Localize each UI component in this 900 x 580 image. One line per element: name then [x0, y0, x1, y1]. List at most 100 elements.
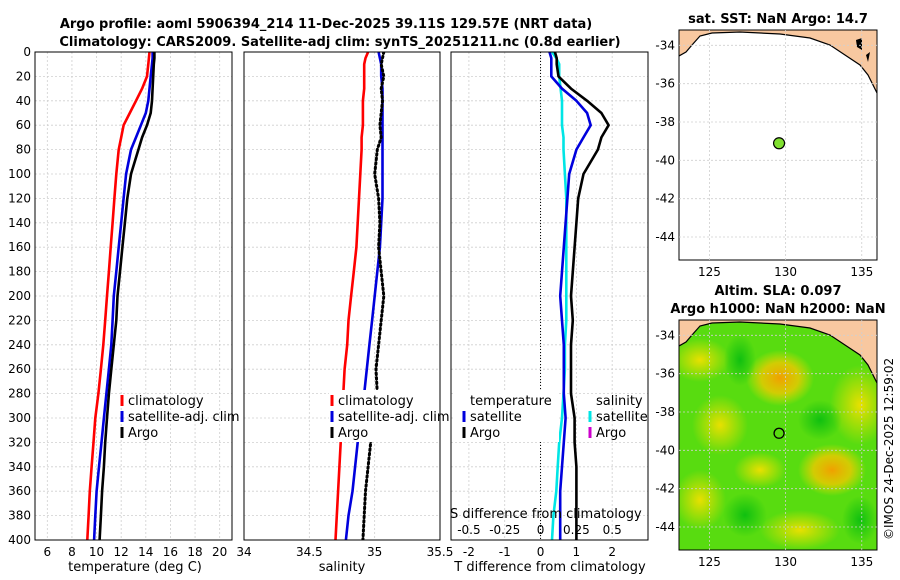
- x-tick-label: 0: [537, 545, 545, 559]
- temperature-climatology-line: [86, 52, 151, 540]
- y-tick-label: 60: [16, 118, 31, 132]
- sla-blob: [679, 470, 726, 530]
- x-tick-label: 8: [68, 545, 76, 559]
- sst-map-frame: [678, 29, 878, 261]
- x-tick-label: 20: [212, 545, 227, 559]
- y-tick-label: 140: [8, 216, 31, 230]
- temperature-argo-line: [98, 52, 156, 540]
- y-tick-label: 0: [23, 45, 31, 59]
- y-tick-label: 260: [8, 362, 31, 376]
- s-tick-label: 0: [537, 523, 545, 537]
- altim-map-axes: 125 130 135 -34 -36 -38 -40 -42 -44: [655, 320, 877, 569]
- x-tick-label: -1: [499, 545, 511, 559]
- difference-panel: -2 -1 0 1 2 -0.5 -0.25 0 0.25 0.5: [451, 51, 648, 559]
- difference-axes-frame: [450, 51, 649, 541]
- map-x-tick-label: 130: [774, 265, 797, 279]
- x-tick-label: 35: [367, 545, 382, 559]
- sla-blob: [746, 350, 814, 406]
- map-y-tick-label: -44: [655, 230, 675, 244]
- altim-map-title-line1: Altim. SLA: 0.097: [715, 284, 842, 299]
- legend-satellite-label: satellite-adj. clim: [338, 410, 450, 425]
- salinity-panel: 34 34.5 35 35.5: [236, 51, 454, 559]
- salinity-axes-frame: [243, 51, 441, 541]
- x-tick-label: 12: [114, 545, 129, 559]
- x-tick-label: 6: [43, 545, 51, 559]
- s-tick-label: 0.5: [603, 523, 622, 537]
- s-tick-label: 0.25: [563, 523, 590, 537]
- s-tick-label: -0.5: [457, 523, 480, 537]
- x-tick-label: 18: [187, 545, 202, 559]
- y-tick-label: 200: [8, 289, 31, 303]
- sla-blob: [830, 365, 877, 445]
- altimetry-map: [679, 320, 877, 550]
- map-y-tick-label: -42: [655, 482, 675, 496]
- temperature-satellite-line: [92, 52, 154, 540]
- x-tick-label: 14: [138, 545, 153, 559]
- altim-map-title-line2: Argo h1000: NaN h2000: NaN: [670, 302, 885, 317]
- y-tick-label: 20: [16, 69, 31, 83]
- difference-legend: temperature satellite Argo salinity sate…: [455, 390, 648, 442]
- legend-climatology-label: climatology: [338, 394, 414, 409]
- temperature-axes-frame: [34, 51, 233, 541]
- map-x-tick-label: 125: [698, 265, 721, 279]
- coast-islands: [856, 38, 870, 62]
- s-tick-label: -0.25: [489, 523, 520, 537]
- sla-blob: [724, 334, 756, 386]
- y-tick-label: 160: [8, 240, 31, 254]
- map-x-tick-label: 130: [774, 555, 797, 569]
- y-tick-label: 340: [8, 460, 31, 474]
- sla-blob: [734, 452, 786, 488]
- legend-t-satellite-label: satellite: [470, 410, 522, 425]
- map-x-tick-label: 125: [698, 555, 721, 569]
- land-australia: [679, 320, 877, 383]
- sst-map-axes: 125 130 135 -34 -36 -38 -40 -42 -44: [655, 30, 877, 279]
- y-tick-label: 80: [16, 143, 31, 157]
- temperature-xlabel: temperature (deg C): [68, 560, 202, 575]
- map-y-tick-label: -34: [655, 38, 675, 52]
- sla-blob: [760, 510, 840, 550]
- x-tick-label: 34: [236, 545, 251, 559]
- x-tick-label: 10: [89, 545, 104, 559]
- sla-blob: [842, 496, 877, 544]
- legend-s-argo-label: Argo: [596, 426, 626, 441]
- y-tick-label: 320: [8, 435, 31, 449]
- temperature-difference-argo-line: [553, 52, 610, 540]
- x-tick-label: 35.5: [427, 545, 454, 559]
- legend-temperature-label: temperature: [470, 394, 552, 409]
- figure-title-line2: Climatology: CARS2009. Satellite-adj cli…: [59, 35, 620, 50]
- map-x-tick-label: 135: [850, 555, 873, 569]
- sla-blob: [798, 444, 866, 496]
- altim-map-frame: [678, 319, 878, 551]
- legend-t-argo-label: Argo: [470, 426, 500, 441]
- salinity-legend: climatology satellite-adj. clim Argo: [329, 390, 450, 442]
- salinity-difference-satellite-line: [550, 52, 568, 540]
- legend-salinity-label: salinity: [596, 394, 643, 409]
- legend-argo-label: Argo: [128, 426, 158, 441]
- x-tick-label: -2: [463, 545, 475, 559]
- map-y-tick-label: -44: [655, 520, 675, 534]
- map-y-tick-label: -38: [655, 115, 675, 129]
- salinity-legend-box: [329, 390, 439, 442]
- sla-blob: [723, 493, 767, 537]
- y-tick-label: 220: [8, 313, 31, 327]
- salinity-xlabel: salinity: [319, 560, 366, 575]
- legend-satellite-label: satellite-adj. clim: [128, 410, 240, 425]
- x-tick-label: 1: [573, 545, 581, 559]
- legend-s-satellite-label: satellite: [596, 410, 648, 425]
- float-position-marker: [773, 427, 785, 439]
- y-tick-label: 400: [8, 533, 31, 547]
- legend-climatology-label: climatology: [128, 394, 204, 409]
- map-y-tick-label: -36: [655, 77, 675, 91]
- sst-map-title: sat. SST: NaN Argo: 14.7: [688, 12, 868, 27]
- map-x-tick-label: 135: [850, 265, 873, 279]
- x-tick-label: 2: [608, 545, 616, 559]
- map-y-tick-label: -42: [655, 192, 675, 206]
- s-difference-xlabel: S difference from climatology: [450, 507, 642, 522]
- temperature-difference-satellite-line: [548, 52, 593, 540]
- y-tick-label: 360: [8, 484, 31, 498]
- map-y-tick-label: -34: [655, 328, 675, 342]
- map-y-tick-label: -40: [655, 443, 675, 457]
- sla-blob: [798, 400, 842, 440]
- imos-watermark: ©IMOS 24-Dec-2025 12:59:02: [882, 358, 896, 540]
